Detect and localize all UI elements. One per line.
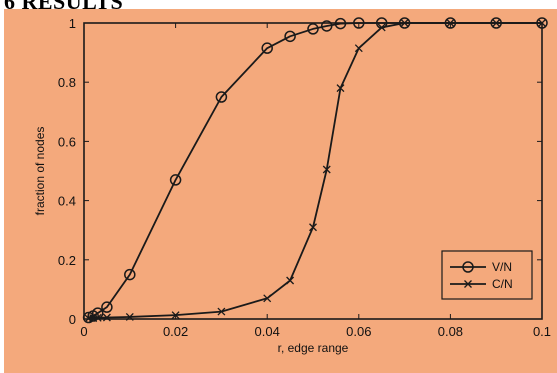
chart-panel: 0 0.02 0.04 0.06 0.08 0.1 0 0.2 0.4 0.6 0.8 1 fract… <box>4 9 557 373</box>
legend-label-v-n: V/N <box>492 260 512 274</box>
legend-marker-c-n-stroke-b <box>464 280 472 288</box>
data-point-c-n-stroke-b <box>217 307 226 316</box>
legend-label-c-n: C/N <box>492 277 513 291</box>
data-point-v-n <box>307 23 319 35</box>
x-tick-label: 0.08 <box>438 324 463 339</box>
data-point-c-n <box>322 165 331 174</box>
x-tick-label: 0 <box>80 324 87 339</box>
legend-box <box>441 250 533 300</box>
x-tick-label: 0.1 <box>533 324 551 339</box>
y-tick-label: 0.2 <box>58 253 76 268</box>
legend: V/N C/N <box>441 250 533 300</box>
data-point-v-n <box>261 42 273 54</box>
data-point-v-n <box>215 91 228 103</box>
data-point-c-n-stroke-b <box>93 313 102 322</box>
legend-entries: V/N C/N <box>450 260 513 291</box>
tick-layer: 0 0.02 0.04 0.06 0.08 0.1 0 0.2 0.4 0.6 0.8 1 <box>58 16 551 339</box>
data-point-c-n-stroke-b <box>354 44 363 53</box>
data-point-c-n-stroke-b <box>286 276 295 285</box>
data-point-c-n-stroke-b <box>322 165 331 174</box>
data-point-c-n <box>286 276 295 285</box>
data-point-c-n <box>263 294 272 303</box>
data-point-c-n <box>336 84 345 93</box>
plot-frame <box>83 22 543 320</box>
line-chart: 0 0.02 0.04 0.06 0.08 0.1 0 0.2 0.4 0.6 0.8 1 fract… <box>4 9 557 373</box>
data-point-c-n-stroke-b <box>263 294 272 303</box>
data-point-v-n <box>284 30 296 43</box>
data-point-c-n-stroke-b <box>377 23 386 32</box>
data-point-c-n-stroke-b <box>309 223 317 232</box>
y-tick-label: 0.4 <box>58 194 76 209</box>
data-point-v-n <box>124 268 136 281</box>
data-point-c-n <box>309 223 317 232</box>
data-point-v-n <box>320 20 333 32</box>
data-point-c-n <box>354 44 363 53</box>
x-tick-label: 0.06 <box>346 324 371 339</box>
data-point-c-n-stroke-b <box>336 84 345 93</box>
x-axis-title: r, edge range <box>278 341 349 355</box>
data-point-v-n <box>169 174 182 186</box>
data-point-c-n <box>377 23 386 32</box>
legend-marker-c-n <box>464 280 472 288</box>
data-point-c-n-stroke-b <box>102 313 111 322</box>
data-point-c-n <box>102 313 111 322</box>
x-tick-label: 0.02 <box>163 324 188 339</box>
y-tick-label: 0.8 <box>58 75 76 90</box>
y-tick-label: 0.6 <box>58 134 76 149</box>
y-tick-label: 1 <box>69 16 76 31</box>
data-point-c-n <box>93 313 102 322</box>
x-tick-label: 0.04 <box>255 324 280 339</box>
y-axis-title: fraction of nodes <box>33 127 47 216</box>
y-tick-label: 0 <box>69 312 76 327</box>
legend-marker-v-n <box>462 261 474 273</box>
data-point-c-n <box>217 307 226 316</box>
data-point-v-n <box>101 301 113 313</box>
